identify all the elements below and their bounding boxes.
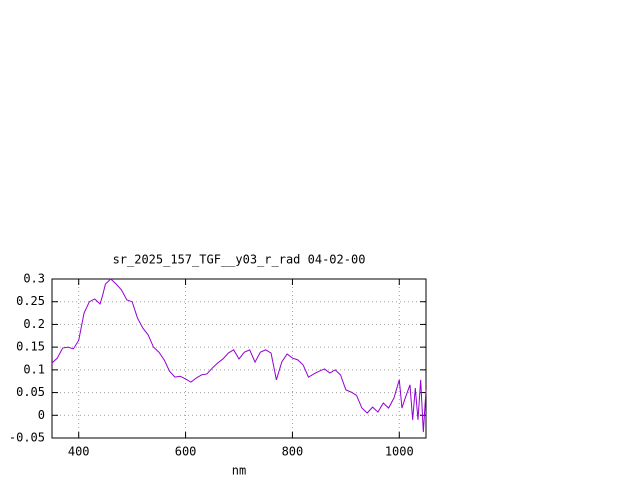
x-tick-label: 1000: [385, 445, 414, 459]
data-line: [51, 278, 427, 433]
y-tick-label: 0.25: [16, 294, 45, 308]
x-tick-label: 600: [175, 445, 197, 459]
y-tick-label: -0.05: [9, 431, 45, 445]
x-tick-label: 800: [282, 445, 304, 459]
y-tick-label: 0.2: [23, 317, 45, 331]
y-tick-label: 0.3: [23, 272, 45, 286]
y-tick-label: 0.05: [16, 385, 45, 399]
y-tick-label: 0.1: [23, 362, 45, 376]
y-tick-label: 0: [38, 408, 45, 422]
plot-frame: [51, 278, 427, 439]
x-tick-label: 400: [68, 445, 90, 459]
chart-title: sr_2025_157_TGF__y03_r_rad 04-02-00: [113, 253, 366, 267]
x-axis-label: nm: [232, 464, 246, 478]
y-tick-label: 0.15: [16, 340, 45, 354]
